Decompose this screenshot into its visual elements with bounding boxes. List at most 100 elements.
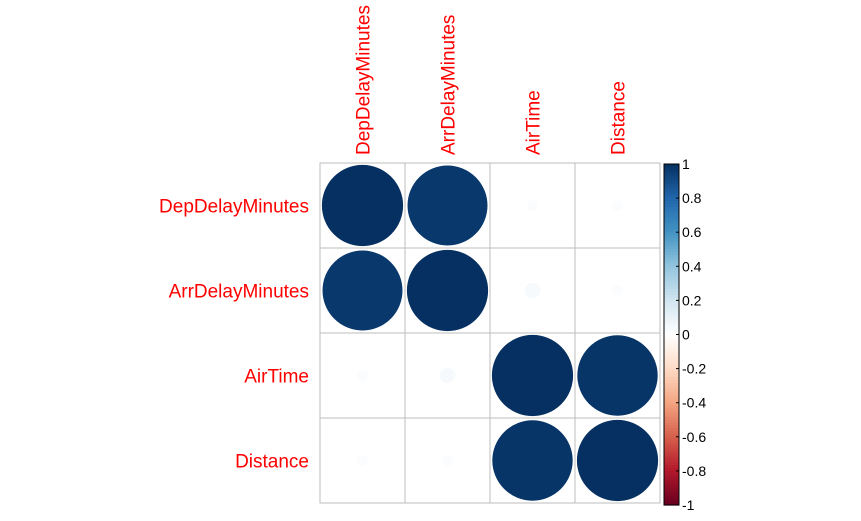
colorbar-segment	[664, 294, 679, 299]
correlation-circle	[576, 419, 659, 502]
colorbar-segment	[664, 209, 679, 213]
colorbar-segment	[664, 345, 679, 350]
colorbar-segment	[664, 337, 679, 341]
colorbar-segment	[664, 164, 679, 168]
colorbar-segment	[664, 490, 679, 495]
colorbar-segment	[664, 414, 679, 418]
colorbar-segment	[664, 382, 679, 387]
colorbar-segment	[664, 459, 679, 463]
colorbar-segment	[664, 286, 679, 290]
colorbar-segment	[664, 479, 679, 483]
colorbar-segment	[664, 485, 679, 489]
colorbar-segment	[664, 340, 679, 344]
row-labels: DepDelayMinutes ArrDelayMinutes AirTime Dis…	[159, 197, 309, 473]
colorbar-segment	[664, 215, 679, 219]
colorbar-segment	[664, 283, 679, 287]
colorbar-segment	[664, 402, 679, 407]
column-label: DepDelayMinutes	[354, 5, 375, 155]
correlation-circles	[321, 164, 659, 502]
colorbar-segment	[664, 476, 679, 481]
colorbar-segment	[664, 260, 679, 265]
row-label: Distance	[235, 452, 309, 473]
colorbar-tick-label: -0.8	[682, 463, 706, 479]
colorbar-segment	[664, 399, 679, 404]
colorbar-segment	[664, 249, 679, 253]
colorbar-segment	[664, 289, 679, 293]
colorbar-segment	[664, 317, 679, 321]
colorbar-segment	[664, 428, 679, 432]
colorbar-segment	[664, 195, 679, 199]
correlation-circle	[356, 369, 369, 382]
colorbar-segment	[664, 263, 679, 267]
correlation-circle	[321, 249, 404, 332]
colorbar-segment	[664, 229, 679, 233]
column-label: ArrDelayMinutes	[439, 15, 460, 155]
colorbar-tick-label: 0	[682, 327, 690, 343]
correlation-circle	[321, 164, 404, 247]
colorbar-segment	[664, 220, 679, 225]
colorbar-segment	[664, 303, 679, 307]
row-label: ArrDelayMinutes	[169, 282, 309, 303]
colorbar-segment	[664, 325, 679, 330]
colorbar-segment	[664, 291, 679, 296]
colorbar-segment	[664, 388, 679, 392]
colorbar-segment	[664, 189, 679, 194]
correlation-circle	[406, 164, 489, 247]
colorbar-segment	[664, 385, 679, 390]
correlation-circle	[526, 199, 539, 212]
colorbar-segment	[664, 368, 679, 373]
colorbar-segment	[664, 217, 679, 222]
colorbar-segment	[664, 323, 679, 327]
correlation-circle	[491, 334, 574, 417]
colorbar-segment	[664, 357, 679, 361]
colorbar-segment	[664, 314, 679, 319]
row-label: AirTime	[244, 367, 309, 388]
colorbar-tick-label: -1	[682, 497, 695, 513]
colorbar-segment	[664, 311, 679, 316]
colorbar-segment	[664, 433, 679, 438]
colorbar-segment	[664, 277, 679, 282]
colorbar-segment	[664, 181, 679, 185]
column-labels: DepDelayMinutes ArrDelayMinutes AirTime Dis…	[354, 5, 630, 155]
colorbar-segment	[664, 243, 679, 248]
colorbar-segment	[664, 226, 679, 230]
correlation-circle	[523, 281, 542, 300]
colorbar-segment	[664, 206, 679, 211]
colorbar-segment	[664, 405, 679, 409]
colorbar-segment	[664, 280, 679, 284]
colorbar-segment	[664, 453, 679, 458]
colorbar-segment	[664, 232, 679, 236]
colorbar-segment	[664, 436, 679, 441]
colorbar-segment	[664, 169, 679, 174]
colorbar-segment	[664, 269, 679, 273]
colorbar-segment	[664, 223, 679, 228]
colorbar-segment	[664, 235, 679, 239]
matrix-cell	[404, 417, 491, 504]
colorbar-segment	[664, 487, 679, 492]
colorbar-segment	[664, 422, 679, 427]
colorbar-segment	[664, 297, 679, 301]
colorbar-segment	[664, 371, 679, 375]
colorbar-segment	[664, 351, 679, 355]
colorbar-tick-label: 0.8	[682, 190, 702, 206]
colorbar-segment	[664, 246, 679, 250]
colorbar-tick-label: -0.4	[682, 395, 706, 411]
colorbar-segment	[664, 178, 679, 182]
colorbar-segment	[664, 348, 679, 353]
colorbar-segment	[664, 203, 679, 208]
colorbar-segment	[664, 499, 679, 503]
correlation-circle	[491, 419, 574, 502]
colorbar-segment	[664, 448, 679, 452]
correlation-circle	[611, 284, 624, 297]
colorbar-segment	[664, 425, 679, 429]
colorbar-tick-label: 0.6	[682, 224, 702, 240]
colorbar-segment	[664, 468, 679, 472]
colorbar-segment	[664, 397, 679, 401]
correlation-circle	[611, 199, 624, 212]
colorbar-segment	[664, 266, 679, 270]
correlation-circle	[576, 334, 659, 417]
colorbar-segment	[664, 470, 679, 475]
colorbar-segment	[664, 360, 679, 364]
